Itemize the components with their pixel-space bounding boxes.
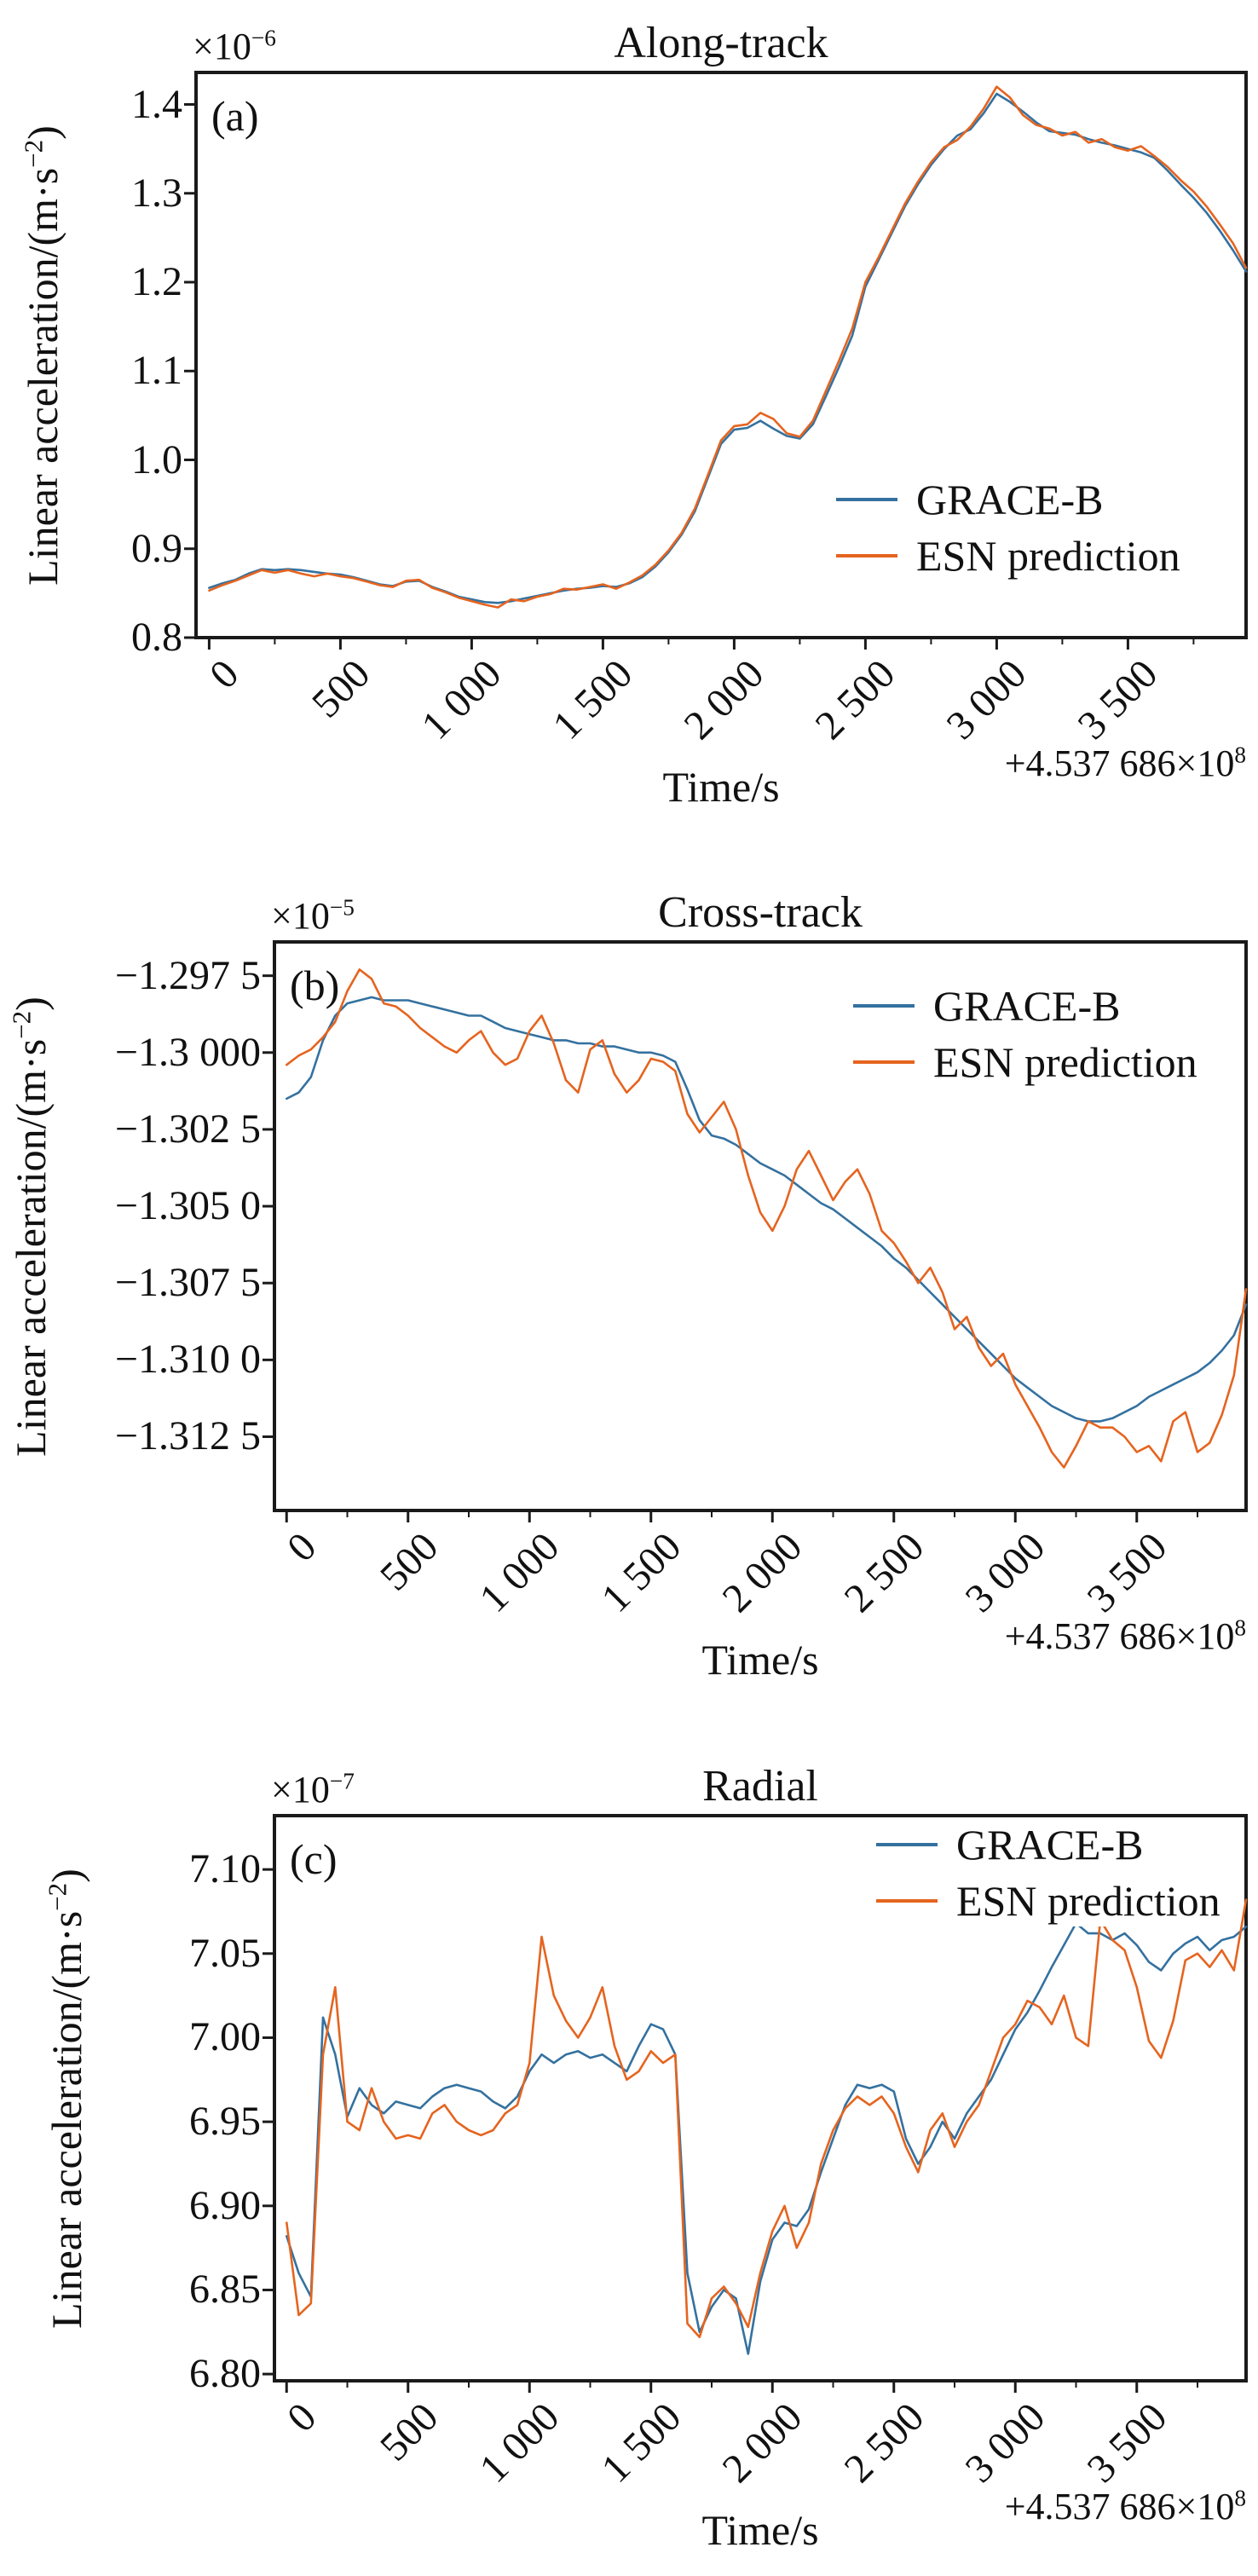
series-line-esn-prediction [208, 85, 1248, 609]
series-line-grace-b [285, 1922, 1248, 2355]
axes-border [273, 940, 1248, 1512]
axes-border [194, 71, 1248, 639]
series-line-esn-prediction [285, 968, 1248, 1469]
series-line-grace-b [285, 996, 1248, 1423]
series-line-esn-prediction [285, 1898, 1248, 2338]
series-line-grace-b [208, 92, 1248, 604]
axes-border [273, 1814, 1248, 2383]
